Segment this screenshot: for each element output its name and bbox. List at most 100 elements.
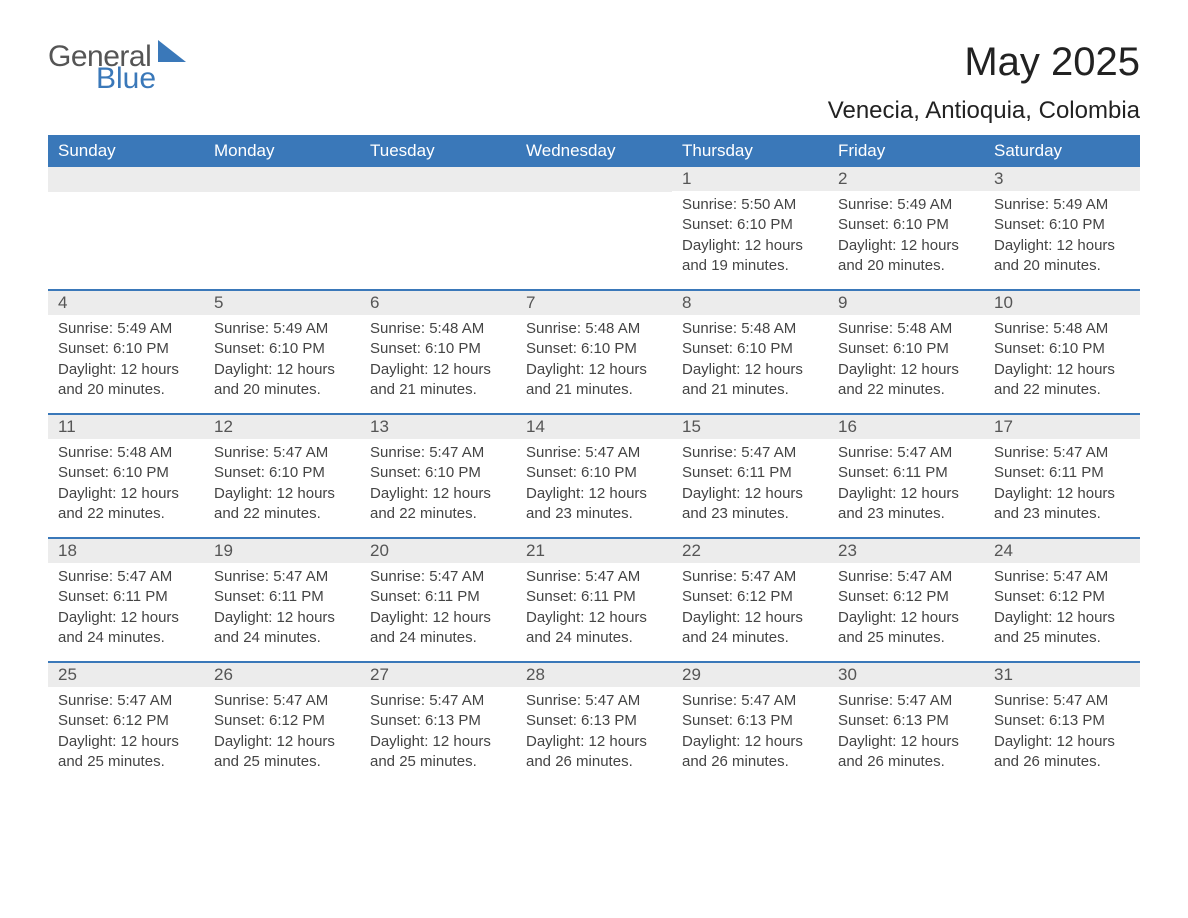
- daylight-text: Daylight: 12 hours and 26 minutes.: [994, 732, 1130, 773]
- weekday-header: Thursday: [672, 135, 828, 167]
- sunset-text: Sunset: 6:11 PM: [214, 587, 350, 607]
- day-number: 3: [984, 167, 1140, 191]
- calendar-day: 23Sunrise: 5:47 AMSunset: 6:12 PMDayligh…: [828, 539, 984, 661]
- calendar-day: [204, 167, 360, 289]
- calendar-day: 12Sunrise: 5:47 AMSunset: 6:10 PMDayligh…: [204, 415, 360, 537]
- daylight-text: Daylight: 12 hours and 24 minutes.: [370, 608, 506, 649]
- daylight-text: Daylight: 12 hours and 19 minutes.: [682, 236, 818, 277]
- calendar-day: 22Sunrise: 5:47 AMSunset: 6:12 PMDayligh…: [672, 539, 828, 661]
- daylight-text: Daylight: 12 hours and 24 minutes.: [214, 608, 350, 649]
- calendar-week: 1Sunrise: 5:50 AMSunset: 6:10 PMDaylight…: [48, 167, 1140, 289]
- sunrise-text: Sunrise: 5:47 AM: [838, 691, 974, 711]
- day-details: Sunrise: 5:47 AMSunset: 6:10 PMDaylight:…: [360, 439, 516, 532]
- day-details: [360, 192, 516, 204]
- sunrise-text: Sunrise: 5:49 AM: [838, 195, 974, 215]
- calendar-day: 28Sunrise: 5:47 AMSunset: 6:13 PMDayligh…: [516, 663, 672, 785]
- day-details: Sunrise: 5:47 AMSunset: 6:12 PMDaylight:…: [672, 563, 828, 656]
- sunset-text: Sunset: 6:13 PM: [370, 711, 506, 731]
- day-number: [48, 167, 204, 192]
- daylight-text: Daylight: 12 hours and 21 minutes.: [682, 360, 818, 401]
- calendar-day: 29Sunrise: 5:47 AMSunset: 6:13 PMDayligh…: [672, 663, 828, 785]
- daylight-text: Daylight: 12 hours and 26 minutes.: [682, 732, 818, 773]
- day-details: Sunrise: 5:47 AMSunset: 6:11 PMDaylight:…: [48, 563, 204, 656]
- daylight-text: Daylight: 12 hours and 24 minutes.: [682, 608, 818, 649]
- sunrise-text: Sunrise: 5:48 AM: [682, 319, 818, 339]
- calendar-day: 4Sunrise: 5:49 AMSunset: 6:10 PMDaylight…: [48, 291, 204, 413]
- day-details: Sunrise: 5:47 AMSunset: 6:11 PMDaylight:…: [828, 439, 984, 532]
- daylight-text: Daylight: 12 hours and 25 minutes.: [58, 732, 194, 773]
- day-number: 11: [48, 415, 204, 439]
- day-number: 29: [672, 663, 828, 687]
- day-details: Sunrise: 5:47 AMSunset: 6:12 PMDaylight:…: [984, 563, 1140, 656]
- sunrise-text: Sunrise: 5:48 AM: [526, 319, 662, 339]
- sunrise-text: Sunrise: 5:47 AM: [214, 691, 350, 711]
- daylight-text: Daylight: 12 hours and 24 minutes.: [58, 608, 194, 649]
- weekday-header: Friday: [828, 135, 984, 167]
- day-details: [204, 192, 360, 204]
- calendar-week: 25Sunrise: 5:47 AMSunset: 6:12 PMDayligh…: [48, 661, 1140, 785]
- weekday-header: Wednesday: [516, 135, 672, 167]
- header: General Blue May 2025 Venecia, Antioquia…: [48, 40, 1140, 125]
- location-subtitle: Venecia, Antioquia, Colombia: [828, 97, 1140, 125]
- calendar-day: 14Sunrise: 5:47 AMSunset: 6:10 PMDayligh…: [516, 415, 672, 537]
- sunset-text: Sunset: 6:10 PM: [58, 339, 194, 359]
- calendar-day: 8Sunrise: 5:48 AMSunset: 6:10 PMDaylight…: [672, 291, 828, 413]
- sunset-text: Sunset: 6:10 PM: [994, 215, 1130, 235]
- day-details: Sunrise: 5:48 AMSunset: 6:10 PMDaylight:…: [48, 439, 204, 532]
- day-details: [48, 192, 204, 204]
- sunset-text: Sunset: 6:10 PM: [58, 463, 194, 483]
- daylight-text: Daylight: 12 hours and 23 minutes.: [526, 484, 662, 525]
- logo-text-blue: Blue: [96, 66, 186, 92]
- day-number: 12: [204, 415, 360, 439]
- day-number: 2: [828, 167, 984, 191]
- daylight-text: Daylight: 12 hours and 23 minutes.: [838, 484, 974, 525]
- calendar-day: 16Sunrise: 5:47 AMSunset: 6:11 PMDayligh…: [828, 415, 984, 537]
- sunset-text: Sunset: 6:11 PM: [58, 587, 194, 607]
- sunset-text: Sunset: 6:10 PM: [526, 463, 662, 483]
- calendar-day: 5Sunrise: 5:49 AMSunset: 6:10 PMDaylight…: [204, 291, 360, 413]
- weekday-header: Tuesday: [360, 135, 516, 167]
- logo-triangle-icon: [158, 40, 186, 62]
- day-details: Sunrise: 5:47 AMSunset: 6:12 PMDaylight:…: [48, 687, 204, 780]
- day-details: [516, 192, 672, 204]
- day-number: 15: [672, 415, 828, 439]
- day-details: Sunrise: 5:49 AMSunset: 6:10 PMDaylight:…: [204, 315, 360, 408]
- calendar-day: 11Sunrise: 5:48 AMSunset: 6:10 PMDayligh…: [48, 415, 204, 537]
- day-number: 7: [516, 291, 672, 315]
- sunset-text: Sunset: 6:10 PM: [838, 339, 974, 359]
- sunset-text: Sunset: 6:12 PM: [838, 587, 974, 607]
- daylight-text: Daylight: 12 hours and 22 minutes.: [214, 484, 350, 525]
- sunrise-text: Sunrise: 5:47 AM: [526, 691, 662, 711]
- sunset-text: Sunset: 6:10 PM: [838, 215, 974, 235]
- day-details: Sunrise: 5:47 AMSunset: 6:10 PMDaylight:…: [516, 439, 672, 532]
- calendar-day: 26Sunrise: 5:47 AMSunset: 6:12 PMDayligh…: [204, 663, 360, 785]
- day-details: Sunrise: 5:47 AMSunset: 6:10 PMDaylight:…: [204, 439, 360, 532]
- calendar-day: 21Sunrise: 5:47 AMSunset: 6:11 PMDayligh…: [516, 539, 672, 661]
- calendar-day: [48, 167, 204, 289]
- sunrise-text: Sunrise: 5:47 AM: [214, 567, 350, 587]
- day-details: Sunrise: 5:47 AMSunset: 6:11 PMDaylight:…: [672, 439, 828, 532]
- title-block: May 2025 Venecia, Antioquia, Colombia: [828, 40, 1140, 125]
- day-details: Sunrise: 5:47 AMSunset: 6:13 PMDaylight:…: [984, 687, 1140, 780]
- day-number: 23: [828, 539, 984, 563]
- calendar-day: [360, 167, 516, 289]
- day-details: Sunrise: 5:50 AMSunset: 6:10 PMDaylight:…: [672, 191, 828, 284]
- day-number: [516, 167, 672, 192]
- day-details: Sunrise: 5:48 AMSunset: 6:10 PMDaylight:…: [828, 315, 984, 408]
- sunrise-text: Sunrise: 5:47 AM: [58, 691, 194, 711]
- day-number: [204, 167, 360, 192]
- sunrise-text: Sunrise: 5:47 AM: [682, 691, 818, 711]
- weekday-header: Monday: [204, 135, 360, 167]
- day-details: Sunrise: 5:47 AMSunset: 6:11 PMDaylight:…: [516, 563, 672, 656]
- day-number: 19: [204, 539, 360, 563]
- sunrise-text: Sunrise: 5:47 AM: [682, 443, 818, 463]
- sunrise-text: Sunrise: 5:50 AM: [682, 195, 818, 215]
- day-number: 26: [204, 663, 360, 687]
- calendar-day: 15Sunrise: 5:47 AMSunset: 6:11 PMDayligh…: [672, 415, 828, 537]
- daylight-text: Daylight: 12 hours and 25 minutes.: [994, 608, 1130, 649]
- daylight-text: Daylight: 12 hours and 24 minutes.: [526, 608, 662, 649]
- calendar: Sunday Monday Tuesday Wednesday Thursday…: [48, 135, 1140, 785]
- daylight-text: Daylight: 12 hours and 20 minutes.: [214, 360, 350, 401]
- sunrise-text: Sunrise: 5:49 AM: [994, 195, 1130, 215]
- day-number: 17: [984, 415, 1140, 439]
